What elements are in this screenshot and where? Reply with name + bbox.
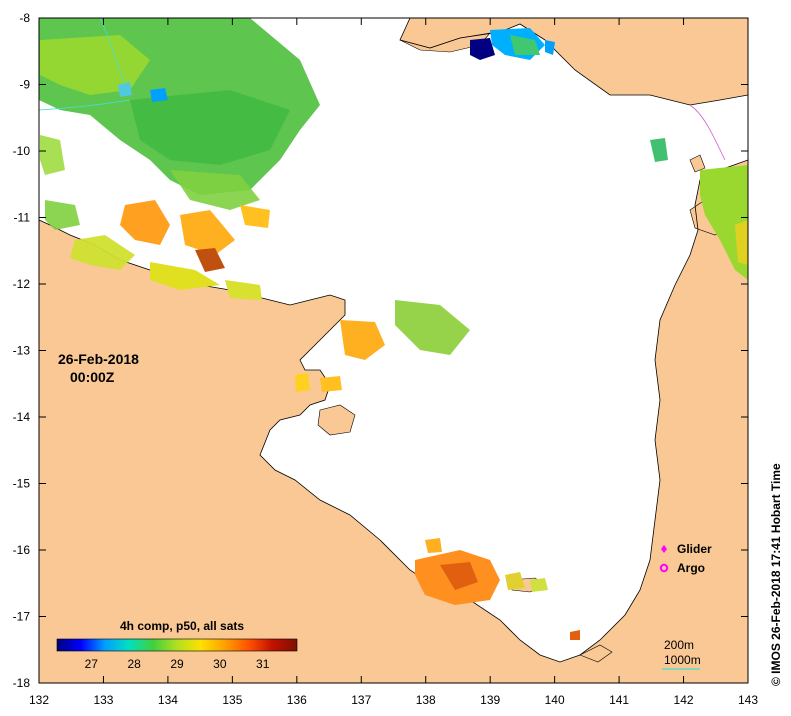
legend-glider-label: Glider (677, 542, 712, 556)
colorbar-tick-label: 28 (127, 657, 141, 671)
x-tick-label: 143 (738, 693, 758, 707)
y-tick-label: -10 (13, 144, 31, 158)
y-tick-label: -12 (13, 277, 31, 291)
sst-data (39, 18, 748, 640)
x-tick-label: 132 (29, 693, 49, 707)
legend-argo-label: Argo (677, 561, 705, 575)
x-tick-label: 133 (93, 693, 113, 707)
x-tick-label: 141 (609, 693, 629, 707)
y-tick-label: -16 (13, 543, 31, 557)
y-tick-label: -8 (19, 11, 30, 25)
colorbar-title: 4h comp, p50, all sats (120, 619, 244, 633)
legend-200m-label: 200m (664, 638, 694, 652)
y-tick-label: -18 (13, 676, 31, 690)
x-tick-label: 142 (674, 693, 694, 707)
legend-1000m-label: 1000m (664, 653, 701, 667)
colorbar-tick-label: 31 (256, 657, 270, 671)
colorbar: 4h comp, p50, all sats 27 28 29 30 31 (56, 619, 298, 671)
x-tick-label: 139 (480, 693, 500, 707)
colorbar-bar (56, 638, 298, 652)
x-tick-label: 140 (545, 693, 565, 707)
colorbar-ticks: 27 28 29 30 31 (85, 657, 270, 671)
y-axis: -8 -9 -10 -11 -12 -13 -14 -15 -16 -17 -18 (13, 11, 748, 690)
x-tick-label: 137 (351, 693, 371, 707)
y-tick-label: -11 (14, 211, 31, 225)
x-axis: 132 133 134 135 136 137 138 139 140 141 142 143 (29, 18, 758, 707)
y-tick-label: -17 (13, 610, 31, 624)
y-tick-label: -14 (13, 410, 31, 424)
colorbar-tick-label: 30 (213, 657, 227, 671)
x-tick-label: 134 (158, 693, 178, 707)
x-tick-label: 138 (416, 693, 436, 707)
time-label: 00:00Z (70, 369, 115, 385)
isobaths (38, 17, 726, 161)
credit-text: © IMOS 26-Feb-2018 17:41 Hobart Time (769, 463, 783, 686)
x-tick-label: 135 (222, 693, 242, 707)
y-tick-label: -13 (13, 344, 31, 358)
glider-marker-icon (661, 545, 667, 553)
y-tick-label: -9 (19, 78, 30, 92)
date-label: 26-Feb-2018 (58, 351, 139, 367)
y-tick-label: -15 (13, 477, 31, 491)
argo-marker-icon (659, 563, 669, 573)
x-tick-label: 136 (287, 693, 307, 707)
colorbar-tick-label: 27 (85, 657, 99, 671)
colorbar-tick-label: 29 (170, 657, 184, 671)
legend: Glider Argo 200m 1000m (659, 542, 712, 670)
